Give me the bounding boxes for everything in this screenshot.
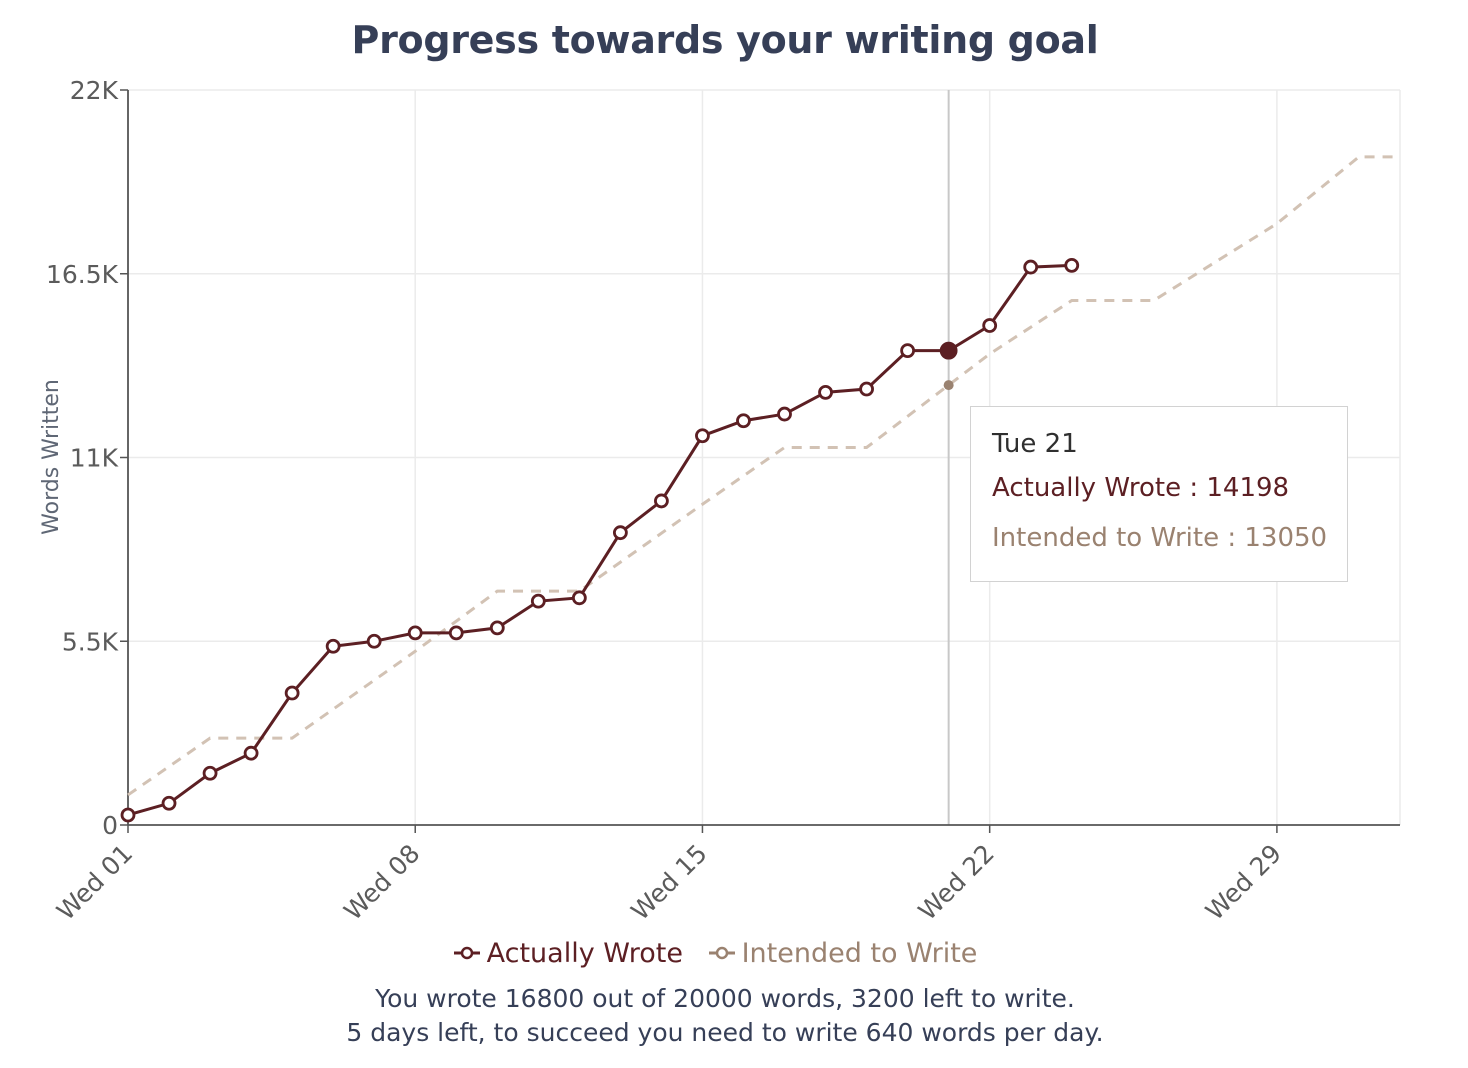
y-tick-label: 22K xyxy=(70,76,119,105)
progress-summary: You wrote 16800 out of 20000 words, 3200… xyxy=(0,982,1450,1050)
tooltip-intended: Intended to Write : 13050 xyxy=(992,523,1328,553)
x-tick-label: Wed 08 xyxy=(338,839,425,926)
actual-point[interactable] xyxy=(818,384,833,400)
actual-point[interactable] xyxy=(900,343,916,358)
actual-point[interactable] xyxy=(982,318,998,333)
actual-point[interactable] xyxy=(571,590,587,606)
summary-line-1: You wrote 16800 out of 20000 words, 3200… xyxy=(375,984,1075,1013)
intended-line xyxy=(127,155,1400,797)
actual-point[interactable] xyxy=(777,406,792,422)
y-tick-label: 5.5K xyxy=(62,627,119,656)
y-tick-label: 0 xyxy=(102,811,118,840)
x-tick-label: Wed 29 xyxy=(1200,839,1287,926)
x-tick-label: Wed 15 xyxy=(626,839,713,926)
actual-point[interactable] xyxy=(202,765,218,781)
tooltip-date: Tue 21 xyxy=(992,429,1078,459)
grid-lines xyxy=(128,89,1401,825)
x-tick-label: Wed 22 xyxy=(913,839,1000,926)
legend-item-intended[interactable]: Intended to Write xyxy=(708,937,978,969)
y-tick-label: 11K xyxy=(70,444,119,473)
legend-intended-label: Intended to Write xyxy=(741,937,978,969)
actual-point[interactable] xyxy=(736,413,751,429)
actual-point[interactable] xyxy=(448,625,464,641)
actual-point[interactable] xyxy=(366,633,382,649)
y-axis-label: Words Written xyxy=(39,379,64,535)
actual-point[interactable] xyxy=(612,525,628,541)
legend: Actually Wrote Intended to Write xyxy=(0,936,1430,969)
legend-actual-swatch xyxy=(453,946,480,960)
actual-point[interactable] xyxy=(120,807,136,823)
actual-point[interactable] xyxy=(407,625,423,641)
actual-point[interactable] xyxy=(1064,257,1080,273)
actual-point[interactable] xyxy=(325,638,341,654)
legend-item-actual[interactable]: Actually Wrote xyxy=(453,938,683,969)
intended-series xyxy=(127,155,1400,797)
actual-point[interactable] xyxy=(161,795,177,811)
y-tick-label: 16.5K xyxy=(46,260,119,289)
hover-tooltip: Tue 21 Actually Wrote : 14198 Intended t… xyxy=(970,406,1348,582)
actual-point[interactable] xyxy=(654,493,669,509)
actual-series xyxy=(120,257,1080,823)
tooltip-actual: Actually Wrote : 14198 xyxy=(992,473,1290,503)
actual-hover-point[interactable] xyxy=(939,341,958,360)
axes xyxy=(120,89,1400,833)
x-tick-label: Wed 01 xyxy=(51,839,138,926)
summary-line-2: 5 days left, to succeed you need to writ… xyxy=(346,1018,1104,1047)
actual-point[interactable] xyxy=(695,428,710,444)
actual-point[interactable] xyxy=(489,620,505,636)
actual-point[interactable] xyxy=(530,593,546,609)
intended-hover-point xyxy=(943,380,954,391)
chart-title: Progress towards your writing goal xyxy=(351,18,1099,62)
actual-point[interactable] xyxy=(243,745,259,761)
actual-point[interactable] xyxy=(284,685,300,701)
actual-point[interactable] xyxy=(859,381,874,397)
legend-actual-label: Actually Wrote xyxy=(486,937,683,969)
actual-point[interactable] xyxy=(1023,259,1039,275)
actual-line xyxy=(127,263,1072,817)
legend-intended-swatch xyxy=(708,946,735,960)
